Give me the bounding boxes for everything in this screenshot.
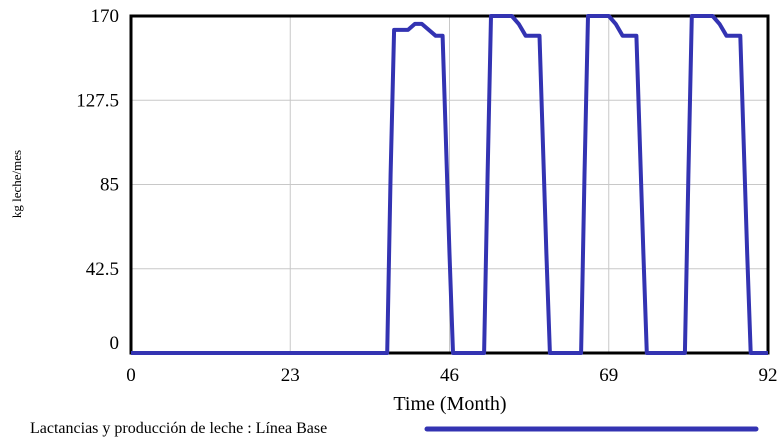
y-axis-title: kg leche/mes	[9, 150, 24, 218]
y-tick-label: 127.5	[76, 90, 119, 111]
x-tick-label: 69	[599, 365, 618, 386]
y-tick-label: 42.5	[86, 259, 119, 280]
y-tick-labels: 0 42.5 85 127.5 170	[76, 6, 119, 354]
x-tick-label: 46	[440, 365, 459, 386]
x-tick-label: 0	[126, 365, 136, 386]
series-line	[131, 14, 768, 355]
x-tick-labels: 0 23 46 69 92	[126, 365, 777, 386]
grid-lines	[131, 16, 768, 353]
y-tick-label: 85	[100, 175, 119, 196]
x-tick-label: 92	[759, 365, 778, 386]
y-tick-label: 170	[91, 6, 120, 27]
plot-frame	[129, 14, 770, 355]
x-axis-title: Time (Month)	[393, 393, 506, 415]
x-tick-label: 23	[281, 365, 300, 386]
legend-label: Lactancias y producción de leche : Línea…	[30, 420, 327, 437]
y-tick-label: 0	[110, 333, 120, 354]
series-group	[131, 14, 768, 355]
